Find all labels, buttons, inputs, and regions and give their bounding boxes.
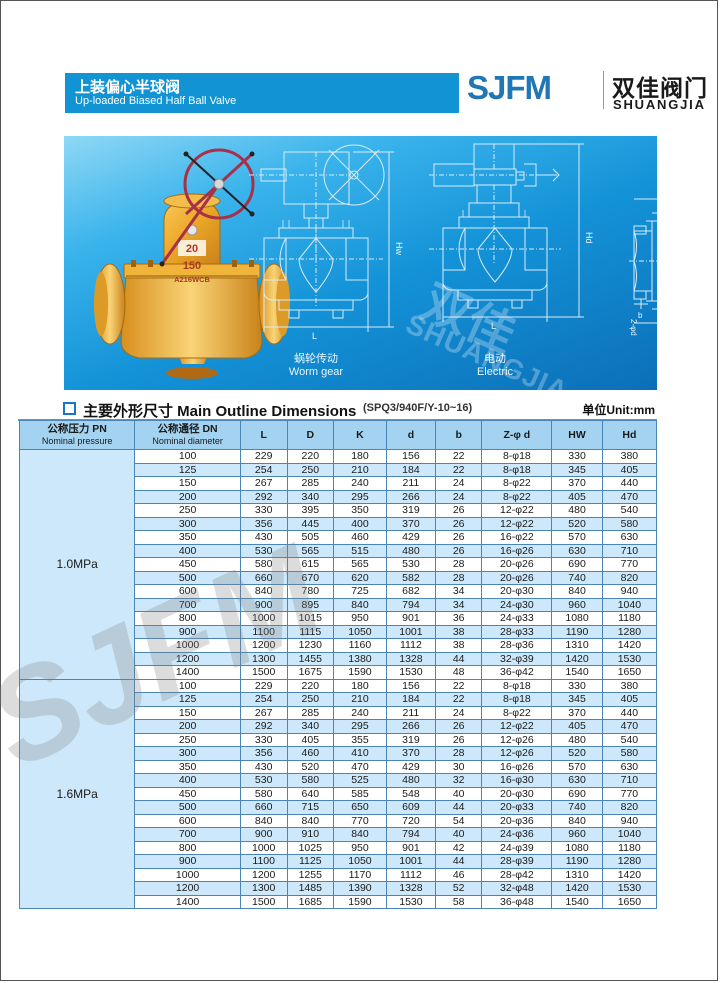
svg-text:2-φd: 2-φd [629,319,638,336]
svg-text:b: b [638,311,643,320]
svg-text:20: 20 [186,243,198,255]
svg-text:Hw: Hw [394,242,404,255]
svg-text:Worm gear: Worm gear [289,366,344,378]
svg-text:A216WCB: A216WCB [174,275,210,284]
svg-text:150: 150 [183,260,201,272]
svg-text:L: L [312,331,317,341]
svg-text:Hd: Hd [584,232,594,244]
svg-text:蜗轮传动: 蜗轮传动 [294,351,338,365]
